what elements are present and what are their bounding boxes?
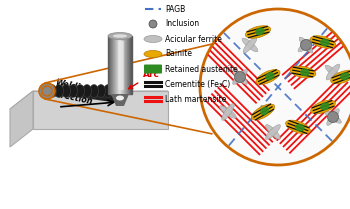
Bar: [118, 41, 119, 89]
Ellipse shape: [295, 124, 305, 132]
Polygon shape: [33, 91, 168, 129]
Bar: [108, 36, 109, 94]
Ellipse shape: [311, 100, 335, 114]
Ellipse shape: [340, 72, 350, 80]
Ellipse shape: [62, 84, 70, 98]
Ellipse shape: [310, 36, 336, 48]
FancyBboxPatch shape: [144, 65, 162, 74]
Ellipse shape: [83, 84, 91, 98]
Ellipse shape: [299, 37, 313, 53]
Bar: [115, 36, 116, 94]
Ellipse shape: [144, 51, 162, 57]
Bar: [125, 36, 126, 94]
Text: Arc: Arc: [129, 70, 160, 89]
Ellipse shape: [69, 84, 77, 98]
Bar: [123, 36, 124, 94]
Ellipse shape: [331, 70, 350, 84]
Ellipse shape: [111, 84, 119, 98]
Ellipse shape: [90, 84, 98, 98]
Bar: [121, 41, 122, 89]
Ellipse shape: [266, 125, 280, 139]
Ellipse shape: [55, 84, 63, 98]
Ellipse shape: [48, 84, 56, 98]
Ellipse shape: [265, 72, 274, 80]
Ellipse shape: [119, 89, 126, 99]
Ellipse shape: [119, 92, 123, 98]
Ellipse shape: [220, 106, 236, 118]
Bar: [122, 36, 123, 94]
Ellipse shape: [242, 38, 258, 52]
Bar: [119, 41, 120, 89]
Polygon shape: [111, 94, 129, 106]
Ellipse shape: [76, 84, 84, 98]
Circle shape: [301, 40, 312, 51]
Bar: [109, 36, 110, 94]
Bar: [113, 36, 114, 94]
Ellipse shape: [327, 109, 339, 125]
Ellipse shape: [326, 64, 340, 80]
Ellipse shape: [116, 96, 124, 101]
Bar: [121, 36, 122, 94]
Ellipse shape: [266, 125, 280, 139]
Circle shape: [39, 83, 55, 99]
Ellipse shape: [256, 70, 280, 84]
Ellipse shape: [233, 70, 247, 84]
Ellipse shape: [325, 111, 341, 123]
Ellipse shape: [118, 86, 128, 100]
Ellipse shape: [255, 28, 265, 36]
Ellipse shape: [320, 102, 330, 110]
Bar: [124, 36, 125, 94]
Bar: [119, 36, 120, 94]
Text: Cementite (Fe₃C): Cementite (Fe₃C): [165, 79, 230, 88]
Ellipse shape: [113, 34, 127, 38]
Circle shape: [234, 71, 245, 83]
Text: PAGB: PAGB: [165, 5, 185, 14]
Polygon shape: [10, 91, 33, 147]
Bar: [111, 36, 112, 94]
Text: Bainite: Bainite: [165, 50, 192, 59]
Bar: [120, 36, 121, 94]
Ellipse shape: [243, 37, 257, 53]
Bar: [120, 41, 121, 89]
Polygon shape: [50, 87, 125, 104]
Text: Inclusion: Inclusion: [165, 19, 199, 28]
Circle shape: [200, 9, 350, 165]
Ellipse shape: [108, 33, 132, 40]
Text: Acicular ferrite: Acicular ferrite: [165, 34, 222, 43]
Text: Lath martensite: Lath martensite: [165, 94, 226, 103]
Bar: [117, 36, 118, 94]
Bar: [130, 36, 131, 94]
Ellipse shape: [325, 65, 341, 79]
Text: Welding
direction: Welding direction: [52, 79, 96, 106]
Ellipse shape: [233, 70, 247, 84]
Ellipse shape: [251, 104, 275, 120]
Bar: [131, 36, 132, 94]
Ellipse shape: [286, 120, 310, 134]
Ellipse shape: [290, 66, 316, 78]
Circle shape: [149, 20, 157, 28]
Ellipse shape: [260, 107, 270, 115]
Bar: [129, 36, 130, 94]
Bar: [110, 36, 111, 94]
Bar: [128, 36, 129, 94]
Bar: [126, 36, 127, 94]
Text: Retained austenite: Retained austenite: [165, 65, 238, 74]
Bar: [122, 41, 123, 89]
Bar: [116, 36, 117, 94]
Ellipse shape: [144, 36, 162, 42]
Ellipse shape: [245, 26, 271, 38]
Ellipse shape: [300, 69, 310, 76]
Ellipse shape: [104, 84, 112, 98]
Bar: [127, 36, 128, 94]
Bar: [112, 36, 113, 94]
Bar: [118, 36, 119, 94]
Ellipse shape: [320, 39, 330, 46]
Polygon shape: [10, 91, 168, 109]
Ellipse shape: [298, 38, 314, 52]
Circle shape: [328, 111, 338, 122]
Ellipse shape: [222, 104, 234, 120]
Ellipse shape: [97, 84, 105, 98]
Bar: [114, 36, 115, 94]
